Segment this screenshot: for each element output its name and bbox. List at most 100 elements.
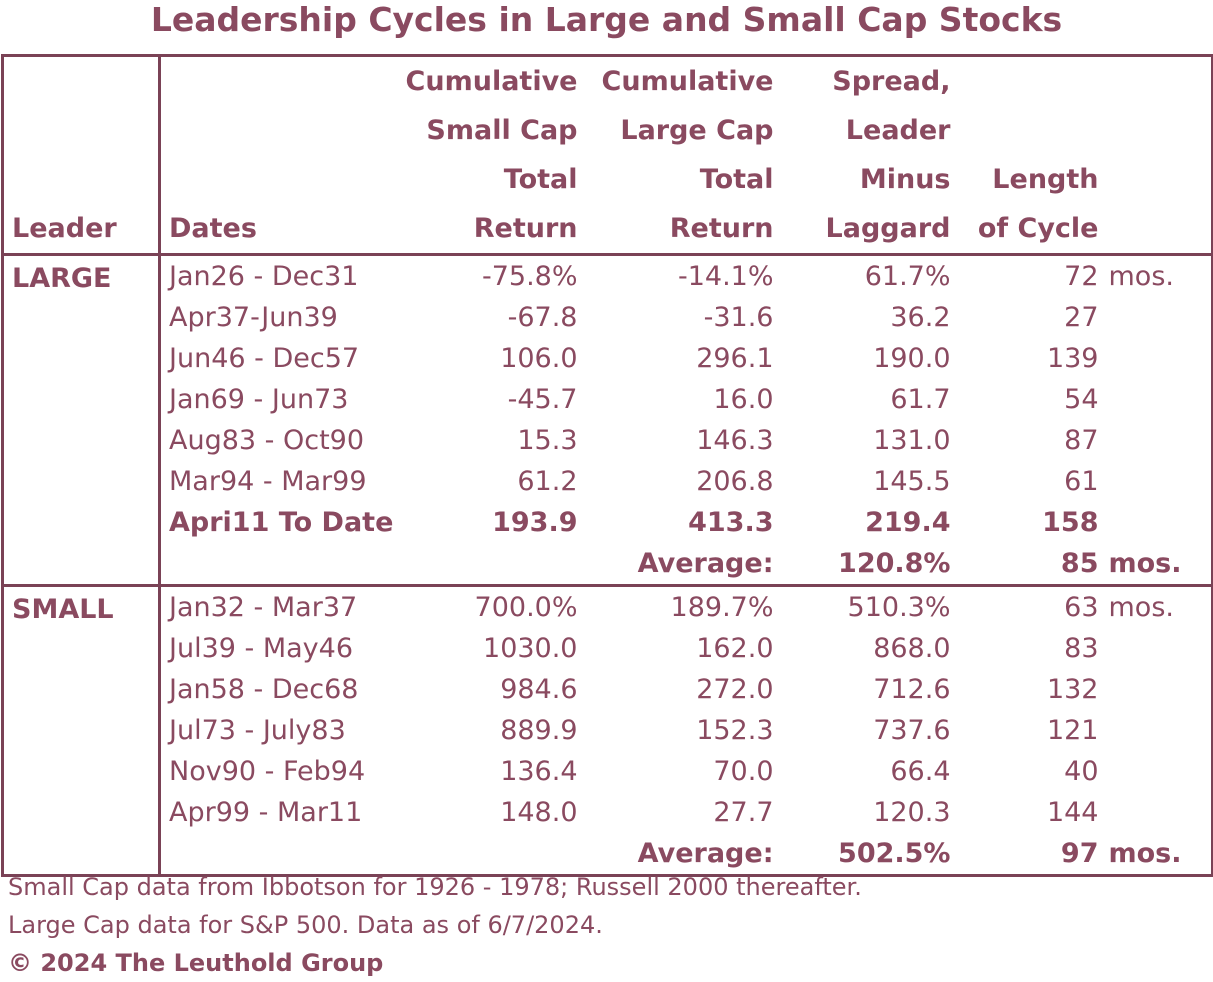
spread-cell: 120.3 <box>873 797 951 828</box>
average-spread: 120.8% <box>838 548 951 579</box>
dates-cell: Nov90 - Feb94 <box>169 756 366 787</box>
average-unit: mos. <box>1108 838 1182 869</box>
average-label: Average: <box>637 548 774 579</box>
small-cap-return-cell: 193.9 <box>492 507 578 538</box>
header-large-cap-line: Total <box>699 164 774 195</box>
average-spread: 502.5% <box>838 838 951 869</box>
empty-cell <box>160 543 400 586</box>
small-cap-return-cell: 106.0 <box>500 343 578 374</box>
length-cell: 72 <box>950 253 1099 297</box>
spread-cell: 868.0 <box>873 633 951 664</box>
table-row: Jul73 - July83 889.9 152.3 737.6 121 <box>3 710 1213 751</box>
header-small-cap-line: Cumulative <box>405 66 578 97</box>
dates-cell: Jul73 - July83 <box>169 715 346 746</box>
average-row: Average: 502.5% 97 mos. <box>3 833 1213 876</box>
small-cap-return-cell: 889.9 <box>500 715 578 746</box>
header-small-cap: Cumulative Small Cap Total Return <box>400 56 578 255</box>
small-cap-return-cell: 61.2 <box>517 466 578 497</box>
dates-cell: Aug83 - Oct90 <box>169 425 365 456</box>
unit-cell <box>1099 669 1213 710</box>
table-row: LARGE Jan26 - Dec31 -75.8% -14.1% 61.7% 72 mos… <box>2 253 1213 586</box>
table-title: Leadership Cycles in Large and Small Cap… <box>150 0 1063 39</box>
unit-cell <box>1099 710 1213 751</box>
spread-cell: 190.0 <box>873 343 951 374</box>
spread-cell: 131.0 <box>873 425 951 456</box>
table-row: SMALL Jan32 - Mar37 700.0% 189.7% 510.3% 63 mo… <box>2 584 1213 876</box>
header-small-cap-line: Small Cap <box>426 115 578 146</box>
length-cell: 61 <box>1064 466 1099 497</box>
dates-cell: Apr37-Jun39 <box>169 302 338 333</box>
large-cap-return-cell: 296.1 <box>696 343 774 374</box>
header-row: Leader Dates Cumulative Small Cap Total … <box>2 55 1213 255</box>
average-row: Average: 120.8% 85 mos. <box>3 543 1213 586</box>
header-dates: Dates <box>169 213 257 244</box>
copyright: © 2024 The Leuthold Group <box>8 949 384 977</box>
header-spread-line: Laggard <box>825 213 951 244</box>
length-cell: 27 <box>1064 302 1099 333</box>
table-row: Jul39 - May46 1030.0 162.0 868.0 83 <box>3 628 1213 669</box>
unit-cell: mos. <box>1098 253 1213 297</box>
length-cell: 132 <box>1046 674 1099 705</box>
average-unit: mos. <box>1108 548 1182 579</box>
spread-cell: 510.3% <box>773 584 951 628</box>
footnote: Small Cap data from Ibbotson for 1926 - … <box>8 873 862 901</box>
header-spread-line: Leader <box>845 115 951 146</box>
average-length: 85 <box>1060 548 1099 579</box>
dates-cell: Apri11 To Date <box>169 507 394 538</box>
spread-cell: 61.7 <box>890 384 951 415</box>
large-cap-return-cell: 206.8 <box>696 466 774 497</box>
unit-cell: mos. <box>1098 584 1213 628</box>
header-spread: Spread, Leader Minus Laggard <box>774 56 951 255</box>
table-row: Apr99 - Mar11 148.0 27.7 120.3 144 <box>3 792 1213 833</box>
header-large-cap: Cumulative Large Cap Total Return <box>578 56 774 255</box>
table-row: Apr37-Jun39 -67.8 -31.6 36.2 27 <box>3 297 1213 338</box>
small-cap-return-cell: -45.7 <box>507 384 578 415</box>
average-label: Average: <box>637 838 774 869</box>
empty-cell <box>400 543 578 586</box>
dates-cell: Jan69 - Jun73 <box>169 384 349 415</box>
large-cap-return-cell: 189.7% <box>577 584 774 628</box>
large-cap-return-cell: 146.3 <box>696 425 774 456</box>
small-cap-return-cell: -67.8 <box>507 302 578 333</box>
average-length: 97 <box>1060 838 1099 869</box>
spread-cell: 61.7% <box>773 253 951 297</box>
header-length: Length of Cycle <box>951 56 1099 255</box>
table-row: Apri11 To Date 193.9 413.3 219.4 158 <box>3 502 1213 543</box>
length-cell: 87 <box>1064 425 1099 456</box>
unit-cell <box>1099 420 1213 461</box>
leader-cell: LARGE <box>2 253 161 586</box>
spread-cell: 66.4 <box>890 756 951 787</box>
small-cap-return-cell: 700.0% <box>399 584 578 628</box>
small-cap-return-cell: 148.0 <box>500 797 578 828</box>
table-row: Jun46 - Dec57 106.0 296.1 190.0 139 <box>3 338 1213 379</box>
footnotes: Small Cap data from Ibbotson for 1926 - … <box>8 868 862 982</box>
large-cap-return-cell: 162.0 <box>696 633 774 664</box>
header-spread-line: Spread, <box>832 66 951 97</box>
spread-cell: 36.2 <box>890 302 951 333</box>
spread-cell: 145.5 <box>873 466 951 497</box>
large-cap-return-cell: 152.3 <box>696 715 774 746</box>
length-cell: 144 <box>1046 797 1099 828</box>
table-row: Mar94 - Mar99 61.2 206.8 145.5 61 <box>3 461 1213 502</box>
length-cell: 54 <box>1064 384 1099 415</box>
header-leader: Leader <box>2 55 161 255</box>
unit-cell <box>1099 338 1213 379</box>
length-cell: 40 <box>1064 756 1099 787</box>
spread-cell: 219.4 <box>865 507 951 538</box>
large-cap-return-cell: 272.0 <box>696 674 774 705</box>
unit-cell <box>1099 502 1213 543</box>
dates-cell: Mar94 - Mar99 <box>169 466 367 497</box>
table-row: Jan69 - Jun73 -45.7 16.0 61.7 54 <box>3 379 1213 420</box>
small-cap-return-cell: 136.4 <box>500 756 578 787</box>
table-row: Aug83 - Oct90 15.3 146.3 131.0 87 <box>3 420 1213 461</box>
leader-cell: SMALL <box>2 584 161 876</box>
header-spread-line: Minus <box>859 164 951 195</box>
table-row: Jan58 - Dec68 984.6 272.0 712.6 132 <box>3 669 1213 710</box>
dates-cell: Jul39 - May46 <box>169 633 354 664</box>
length-cell: 158 <box>1042 507 1099 538</box>
unit-cell <box>1099 751 1213 792</box>
header-small-cap-line: Total <box>503 164 578 195</box>
dates-cell: Jun46 - Dec57 <box>169 343 360 374</box>
unit-cell <box>1099 628 1213 669</box>
length-cell: 121 <box>1046 715 1099 746</box>
